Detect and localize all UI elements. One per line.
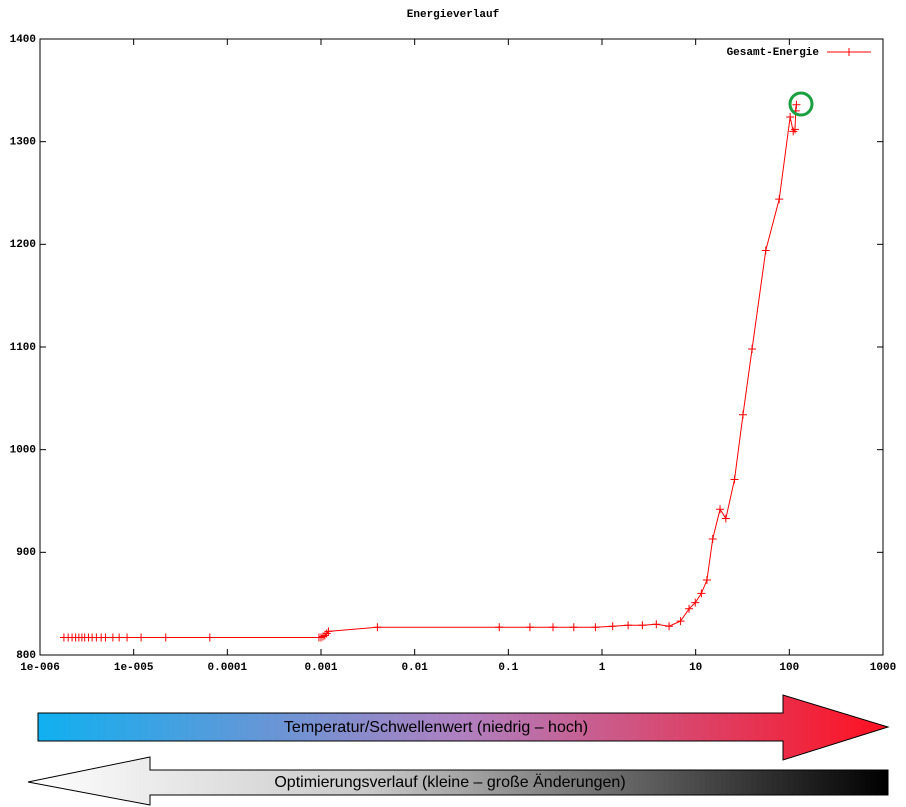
point-marker	[638, 621, 647, 630]
point-marker	[161, 633, 170, 642]
x-tick-label: 1e-006	[20, 662, 60, 674]
point-marker	[789, 127, 798, 136]
chart-title: Energieverlauf	[407, 9, 500, 21]
x-tick-label: 10	[689, 662, 702, 674]
x-tick-label: 0.1	[498, 662, 518, 674]
point-marker	[685, 604, 694, 613]
x-tick-label: 0.0001	[208, 662, 248, 674]
point-marker	[324, 627, 333, 636]
point-marker	[748, 345, 757, 354]
point-marker	[322, 629, 331, 638]
point-marker	[320, 631, 329, 640]
point-marker	[549, 623, 558, 632]
point-marker	[652, 620, 661, 629]
x-tick-label: 0.001	[304, 662, 337, 674]
point-marker	[101, 633, 110, 642]
arrow-right	[37, 694, 890, 761]
point-marker	[569, 623, 578, 632]
point-marker	[792, 100, 801, 109]
annotation: Optimierungsverlauf (kleine – große Ände…	[274, 773, 625, 791]
point-marker	[665, 622, 674, 631]
point-marker	[495, 623, 504, 632]
y-tick-label: 900	[16, 547, 36, 559]
point-marker	[115, 633, 124, 642]
y-tick-label: 1100	[10, 342, 36, 354]
x-tick-label: 1e-005	[114, 662, 154, 674]
point-marker	[624, 621, 633, 630]
y-tick-label: 1400	[10, 34, 36, 46]
point-marker	[716, 505, 725, 514]
point-marker	[591, 623, 600, 632]
point-marker	[702, 576, 711, 585]
point-marker	[691, 598, 700, 607]
y-tick-label: 1200	[10, 239, 36, 251]
point-marker	[137, 633, 146, 642]
point-marker	[373, 623, 382, 632]
x-tick-label: 1000	[870, 662, 896, 674]
series-line	[63, 104, 797, 639]
plot-frame	[39, 38, 884, 656]
legend-marker	[845, 48, 853, 56]
y-tick-label: 800	[16, 650, 36, 662]
point-marker	[708, 534, 717, 543]
x-tick-label: 100	[779, 662, 799, 674]
point-marker	[786, 113, 795, 122]
point-marker	[775, 195, 784, 204]
point-marker	[525, 623, 534, 632]
point-marker	[608, 622, 617, 631]
x-tick-label: 1	[599, 662, 606, 674]
point-marker	[123, 633, 132, 642]
y-tick-label: 1000	[10, 445, 36, 457]
point-marker	[738, 410, 747, 419]
point-marker	[791, 125, 800, 134]
point-marker	[730, 475, 739, 484]
arrow-left	[27, 756, 889, 806]
highlight-circle	[788, 91, 814, 117]
point-marker	[761, 246, 770, 255]
point-marker	[721, 514, 730, 523]
annotation: Temperatur/Schwellenwert (niedrig – hoch…	[284, 719, 588, 736]
x-tick-label: 0.01	[401, 662, 428, 674]
legend-label: Gesamt-Energie	[727, 47, 820, 59]
point-marker	[697, 589, 706, 598]
point-marker	[205, 633, 214, 642]
y-tick-label: 1300	[10, 137, 36, 149]
point-marker	[676, 617, 685, 626]
point-marker	[317, 633, 325, 642]
